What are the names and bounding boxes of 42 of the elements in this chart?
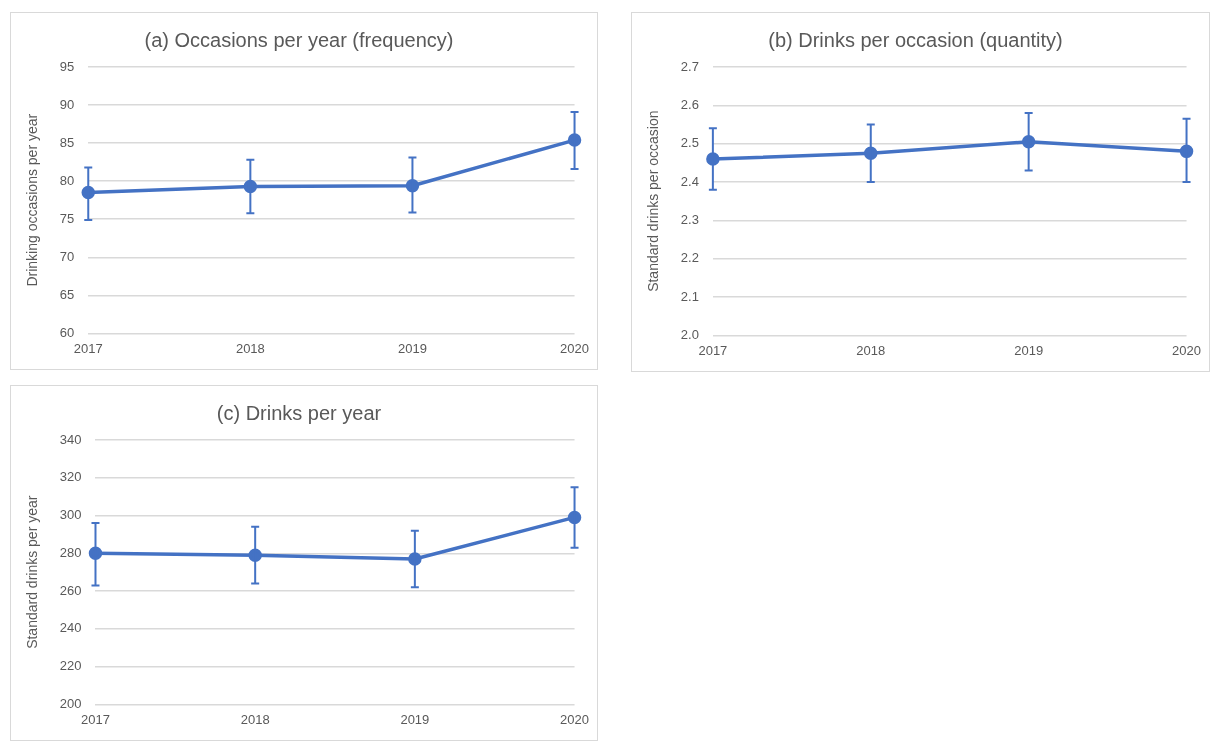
x-tick-label: 2017 xyxy=(73,340,103,356)
y-tick-label: 2.5 xyxy=(680,135,699,151)
x-tick-label: 2019 xyxy=(1014,342,1044,358)
x-tick-label: 2019 xyxy=(397,340,427,356)
y-tick-label: 320 xyxy=(59,469,82,485)
x-tick-label: 2018 xyxy=(240,711,270,727)
x-tick-label: 2017 xyxy=(81,711,110,727)
x-tick-label: 2018 xyxy=(235,340,265,356)
y-tick-label: 2.2 xyxy=(680,250,699,266)
x-tick-label: 2018 xyxy=(856,342,886,358)
x-tick-label: 2020 xyxy=(560,340,589,356)
y-tick-label: 240 xyxy=(59,620,82,636)
y-tick-label: 2.4 xyxy=(680,173,699,189)
y-axis-title: Standard drinks per occasion xyxy=(645,110,662,292)
y-tick-label: 220 xyxy=(59,658,82,674)
y-tick-label: 300 xyxy=(59,507,82,523)
y-tick-label: 2.3 xyxy=(680,211,699,227)
x-tick-label: 2019 xyxy=(400,711,430,727)
x-tick-label: 2020 xyxy=(560,711,589,727)
x-tick-label: 2020 xyxy=(1172,342,1201,358)
y-tick-label: 90 xyxy=(59,96,75,112)
y-tick-label: 2.7 xyxy=(680,58,699,74)
y-tick-label: 80 xyxy=(59,172,75,188)
y-tick-label: 75 xyxy=(59,210,75,226)
chart-title: (c) Drinks per year xyxy=(216,401,382,424)
y-tick-label: 60 xyxy=(59,324,75,340)
y-axis-title: Drinking occasions per year xyxy=(24,113,41,287)
y-tick-label: 70 xyxy=(59,248,75,264)
chart-title: (a) Occasions per year (frequency) xyxy=(144,28,454,51)
y-tick-label: 95 xyxy=(59,58,75,74)
y-axis-title: Standard drinks per year xyxy=(24,495,41,649)
y-tick-label: 280 xyxy=(59,544,82,560)
y-tick-label: 2.6 xyxy=(680,96,699,112)
y-tick-label: 65 xyxy=(59,286,75,302)
x-tick-label: 2017 xyxy=(698,342,728,358)
y-tick-label: 260 xyxy=(59,582,82,598)
y-tick-label: 2.0 xyxy=(680,326,699,342)
y-tick-label: 85 xyxy=(59,134,75,150)
y-tick-label: 200 xyxy=(59,695,82,711)
y-tick-label: 2.1 xyxy=(680,288,699,304)
y-tick-label: 340 xyxy=(59,431,82,447)
chart-title: (b) Drinks per occasion (quantity) xyxy=(768,28,1063,51)
